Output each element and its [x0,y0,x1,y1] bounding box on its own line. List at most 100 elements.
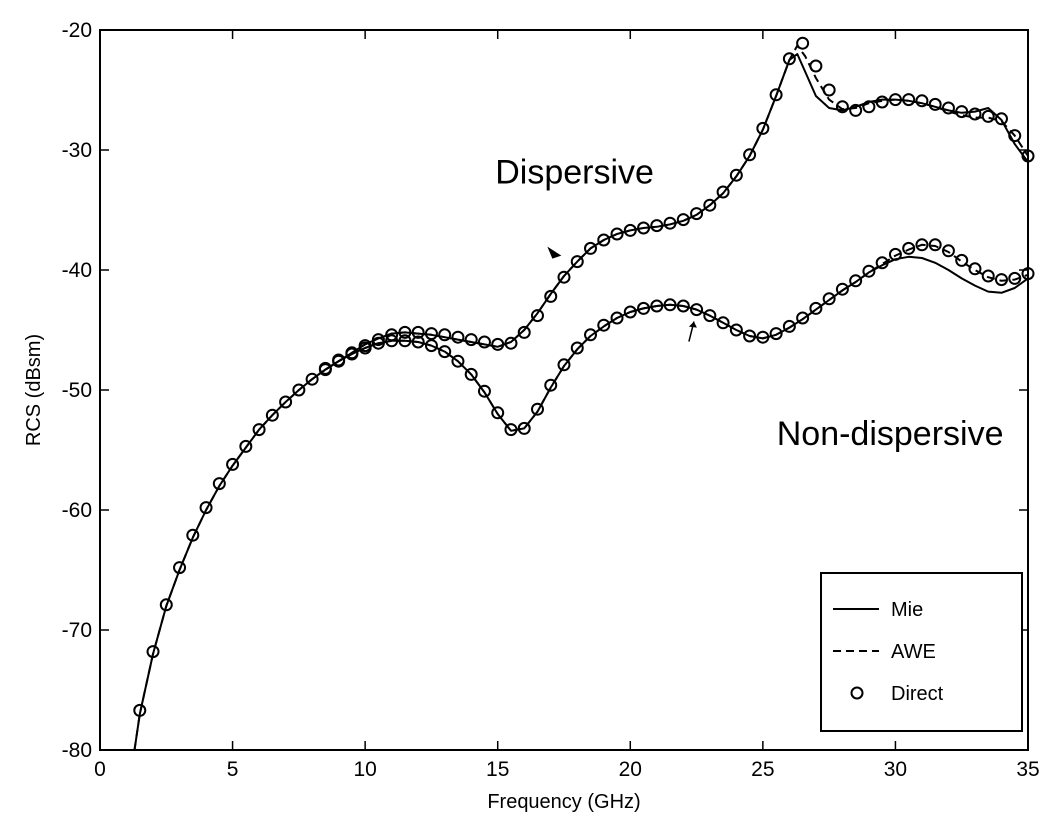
data-point [279,395,293,409]
data-point [849,103,863,117]
data-point [411,325,425,339]
data-point [318,361,332,375]
data-point [584,241,598,255]
series-direct-non-dispersive [318,238,1035,437]
data-point [862,100,876,114]
data-point [557,270,571,284]
data-point [955,253,969,267]
data-point [888,93,902,107]
data-point [716,316,730,330]
data-point [557,358,571,372]
data-point [902,241,916,255]
data-point [875,256,889,270]
data-point [902,93,916,107]
data-point [597,318,611,332]
data-point [239,439,253,453]
data-point [676,299,690,313]
annotation-dispersive: Dispersive [495,154,654,192]
data-point [888,247,902,261]
x-tick-label: 35 [1016,758,1039,781]
data-point [199,501,213,515]
data-point [1008,129,1022,143]
data-point [173,561,187,575]
data-point [332,353,346,367]
data-point [570,255,584,269]
annotations-layer: Dispersive Non-dispersive [495,154,1003,454]
data-point [517,421,531,435]
data-point [981,269,995,283]
data-point [809,301,823,315]
series-line [324,255,1029,432]
data-point [371,333,385,347]
legend-marker [850,686,864,700]
series-awe-non-dispersive [324,243,1029,432]
annotation-non-dispersive: Non-dispersive [777,415,1004,453]
data-point [769,327,783,341]
data-point [544,378,558,392]
data-point [822,83,836,97]
data-point [1008,271,1022,285]
series-direct-dispersive [133,36,1035,717]
x-tick-label: 0 [94,758,106,781]
data-point [623,305,637,319]
data-point [703,198,717,212]
data-point [530,309,544,323]
data-point [504,336,518,350]
data-point [438,328,452,342]
y-tick-label: -60 [62,499,92,522]
data-point [584,328,598,342]
data-point [345,347,359,361]
data-point [451,330,465,344]
data-point [186,528,200,542]
data-point [305,372,319,386]
data-point [637,301,651,315]
data-point [796,311,810,325]
data-point [862,264,876,278]
data-point [411,335,425,349]
data-point [941,244,955,258]
data-point [252,423,266,437]
legend-label: Direct [891,683,944,705]
data-point [464,367,478,381]
data-point [981,109,995,123]
data-point [809,59,823,73]
data-point [265,408,279,422]
x-tick-label: 25 [751,758,774,781]
y-axis-label: RCS (dBsm) [23,334,45,446]
data-point [292,383,306,397]
x-tick-label: 20 [619,758,642,781]
data-point [663,298,677,312]
annotation-arrow [688,321,697,328]
x-tick-label: 5 [227,758,239,781]
data-point [782,52,796,66]
data-point [398,334,412,348]
data-point [835,282,849,296]
data-point [385,334,399,348]
data-point [782,319,796,333]
data-point [477,384,491,398]
data-point [955,105,969,119]
data-point [756,330,770,344]
data-point [716,185,730,199]
ticks-layer: 0 5 10 15 20 25 30 35 -80 -70 -60 -50 -40 -30 -20 [62,19,1040,781]
y-tick-label: -70 [62,619,92,642]
data-point [915,238,929,252]
data-point [849,274,863,288]
data-point [133,703,147,717]
data-point [968,262,982,276]
series-line [324,243,1029,432]
data-point [159,598,173,612]
series-layer [133,36,1035,751]
data-point [226,457,240,471]
data-point [703,309,717,323]
data-point [517,325,531,339]
x-tick-label: 30 [884,758,907,781]
x-tick-label: 15 [486,758,509,781]
legend-box [820,572,1023,732]
data-point [650,299,664,313]
data-point [743,148,757,162]
data-point [358,341,372,355]
data-point [756,121,770,135]
annotation-arrow [547,246,562,259]
